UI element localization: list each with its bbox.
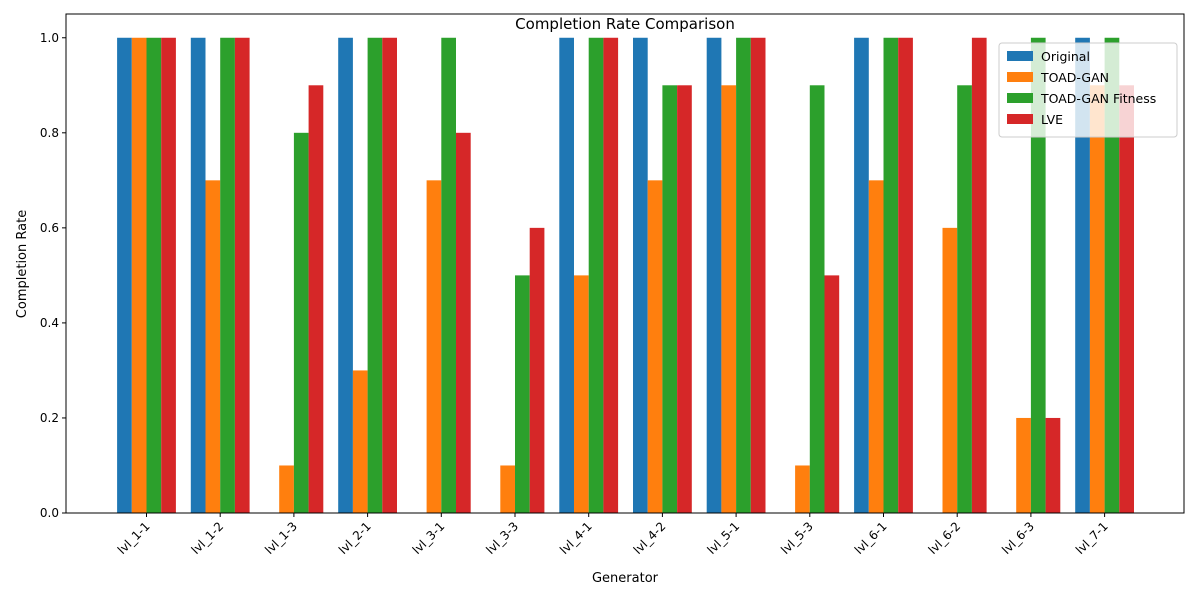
x-tick-label: lvl_6-3	[999, 519, 1037, 557]
x-axis-label: Generator	[592, 571, 659, 586]
legend-swatch	[1007, 93, 1033, 103]
bar	[1016, 417, 1031, 513]
x-tick-label: lvl_5-1	[704, 519, 742, 557]
x-tick-label: lvl_4-2	[631, 519, 669, 557]
bar	[500, 465, 515, 513]
x-tick-label: lvl_6-1	[852, 519, 890, 557]
y-tick-label: 1.0	[40, 31, 59, 45]
bar	[1104, 37, 1120, 513]
x-tick-label: lvl_5-3	[778, 519, 816, 557]
bar	[706, 37, 722, 513]
y-tick-label: 0.8	[40, 126, 59, 140]
bar	[308, 85, 324, 513]
chart-title: Completion Rate Comparison	[515, 15, 735, 33]
bar	[721, 85, 737, 513]
bar	[574, 275, 589, 513]
bar	[161, 37, 176, 513]
bar	[367, 37, 383, 513]
bar	[971, 37, 987, 513]
y-tick-label: 0.6	[40, 221, 59, 235]
bar	[205, 180, 221, 513]
bar	[1089, 85, 1105, 513]
x-tick-label: lvl_3-3	[483, 519, 521, 557]
bar	[854, 37, 869, 513]
legend-label: LVE	[1041, 112, 1063, 127]
bar	[1119, 85, 1134, 513]
bar	[234, 37, 250, 513]
bar	[279, 465, 294, 513]
bar	[750, 37, 766, 513]
x-axis: lvl_1-1 lvl_1-2 lvl_1-3 lvl_2-1 lvl_3-1 lvl_3…	[115, 513, 1111, 557]
x-tick-label: lvl_1-1	[115, 519, 153, 557]
bar	[220, 37, 235, 513]
bar	[338, 37, 353, 513]
x-tick-label: lvl_2-1	[336, 519, 374, 557]
y-axis-label: Completion Rate	[15, 210, 30, 318]
bar	[131, 37, 147, 513]
bar	[382, 37, 397, 513]
bar	[1030, 37, 1046, 513]
legend-swatch	[1007, 51, 1033, 61]
legend-swatch	[1007, 72, 1033, 82]
bar	[588, 37, 604, 513]
bar	[559, 37, 574, 513]
bar	[898, 37, 913, 513]
bar	[515, 275, 530, 513]
bar	[352, 370, 368, 513]
x-tick-label: lvl_3-1	[410, 519, 448, 557]
bar	[190, 37, 206, 513]
x-tick-label: lvl_1-3	[262, 519, 300, 557]
bar	[426, 180, 442, 513]
bar	[868, 180, 884, 513]
legend-label: Original	[1041, 49, 1090, 64]
bar	[633, 37, 648, 513]
bar	[441, 37, 456, 513]
x-tick-label: lvl_4-1	[557, 519, 595, 557]
y-tick-label: 0.4	[40, 316, 59, 330]
bar	[603, 37, 619, 513]
bar	[647, 180, 663, 513]
legend-box	[998, 42, 1178, 138]
bar	[824, 275, 840, 513]
bar	[293, 132, 309, 513]
bar	[883, 37, 899, 513]
bars-layer	[117, 37, 1134, 514]
plot-frame	[65, 13, 1185, 514]
bar	[529, 227, 545, 514]
bar	[456, 132, 471, 513]
legend-label: TOAD-GAN Fitness	[1040, 91, 1156, 106]
y-axis: 0.0 0.2 0.4 0.6 0.8 1.0	[40, 31, 66, 520]
bar	[146, 37, 162, 513]
legend-swatch	[1007, 114, 1033, 124]
bar	[117, 37, 132, 513]
bar	[809, 85, 825, 513]
x-tick-label: lvl_1-2	[189, 519, 227, 557]
bar	[1045, 417, 1061, 513]
y-tick-label: 0.2	[40, 411, 59, 425]
bar	[942, 227, 958, 514]
bar	[662, 85, 678, 513]
bar	[957, 85, 972, 513]
bar	[736, 37, 751, 513]
y-tick-label: 0.0	[40, 506, 59, 520]
x-tick-label: lvl_6-2	[926, 519, 964, 557]
x-tick-label: lvl_7-1	[1073, 519, 1111, 557]
bar	[795, 465, 810, 513]
bar	[677, 85, 692, 513]
legend: Original TOAD-GAN TOAD-GAN Fitness LVE	[998, 42, 1178, 138]
bar	[1075, 37, 1090, 513]
legend-label: TOAD-GAN	[1040, 70, 1109, 85]
